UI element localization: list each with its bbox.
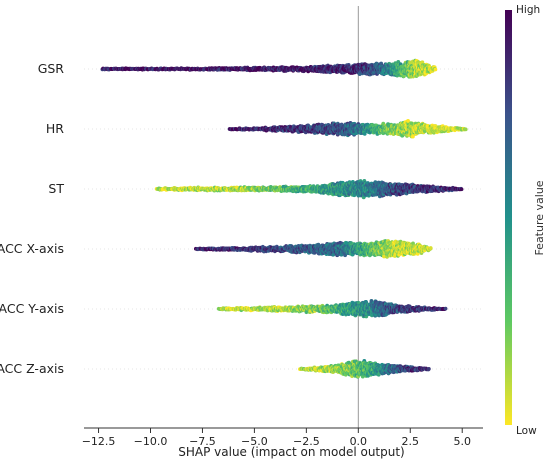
shap-point <box>433 67 438 72</box>
row-guides <box>84 68 483 370</box>
beeswarm-points <box>100 58 468 379</box>
shap-point <box>463 127 468 132</box>
